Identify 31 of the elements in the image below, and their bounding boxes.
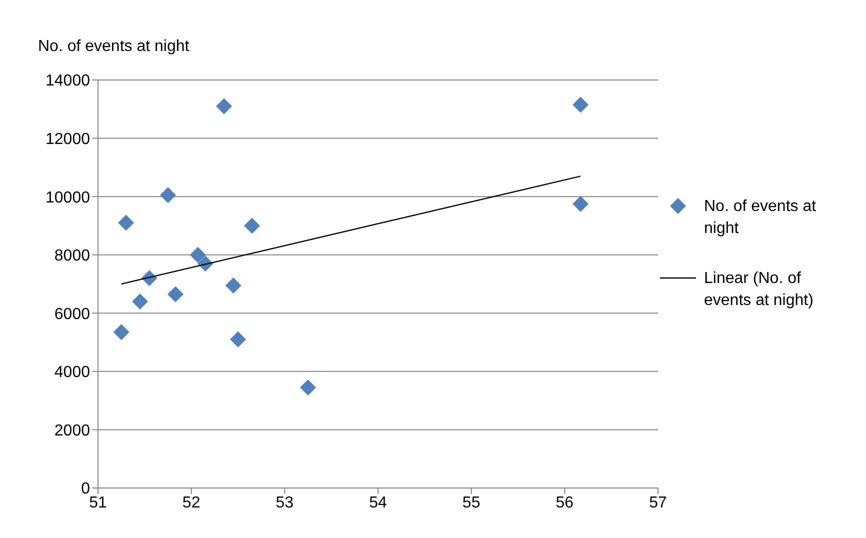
x-tick-label: 56 bbox=[556, 494, 574, 512]
y-tick-label: 2000 bbox=[54, 422, 90, 440]
point bbox=[118, 214, 134, 231]
y-tick-label: 12000 bbox=[46, 130, 90, 148]
y-tick-label: 0 bbox=[81, 480, 90, 498]
point bbox=[113, 324, 130, 340]
y-tick-label: 4000 bbox=[54, 364, 90, 382]
point bbox=[167, 286, 184, 302]
x-tick-label: 54 bbox=[369, 494, 387, 512]
point bbox=[300, 379, 316, 396]
point bbox=[160, 187, 176, 204]
point bbox=[572, 96, 589, 113]
point bbox=[190, 246, 206, 263]
y-tick-label: 10000 bbox=[46, 189, 90, 206]
point bbox=[244, 218, 260, 234]
legend-label: Linear (No. of events at night) bbox=[704, 269, 814, 311]
y-tick-label: 6000 bbox=[54, 306, 90, 323]
x-tick-label: 52 bbox=[182, 494, 200, 512]
legend-label: No. of events at night bbox=[704, 197, 818, 239]
x-tick-label: 55 bbox=[462, 494, 480, 512]
point bbox=[230, 331, 246, 348]
point bbox=[132, 293, 148, 310]
point bbox=[216, 98, 232, 114]
x-tick-label: 51 bbox=[89, 494, 107, 512]
y-tick-label: 14000 bbox=[46, 72, 90, 90]
x-tick-label: 57 bbox=[649, 494, 667, 512]
x-tick-label: 53 bbox=[276, 494, 294, 512]
point bbox=[572, 196, 589, 212]
point bbox=[225, 277, 242, 294]
y-tick-label: 8000 bbox=[54, 248, 90, 265]
chart-title: No. of events at night bbox=[38, 38, 190, 56]
